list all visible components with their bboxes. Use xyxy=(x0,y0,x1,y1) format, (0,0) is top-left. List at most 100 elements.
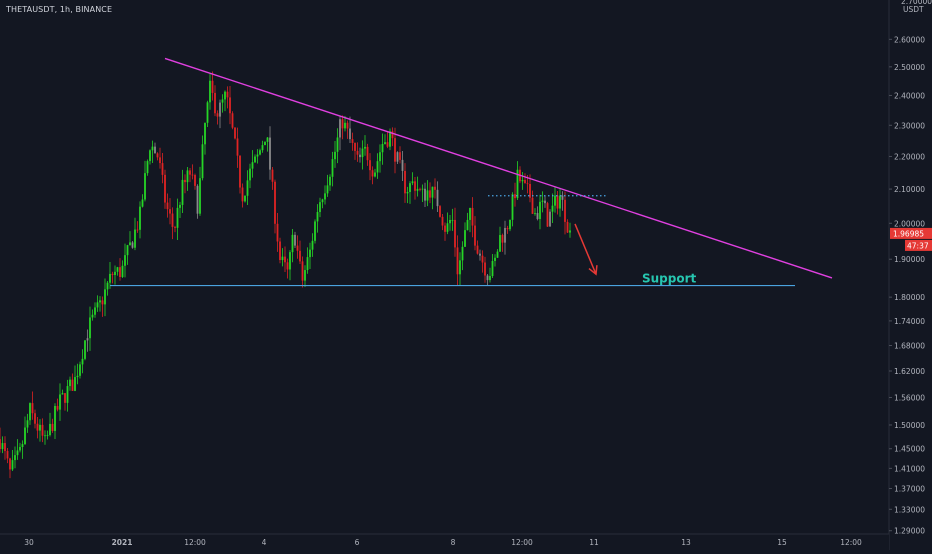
candle-body xyxy=(506,227,509,230)
candle xyxy=(394,127,396,174)
candle-body xyxy=(231,113,234,128)
candle xyxy=(306,247,309,274)
candle xyxy=(194,173,196,190)
candle xyxy=(399,146,401,164)
candle xyxy=(201,135,204,181)
candle-body xyxy=(159,157,161,164)
candle xyxy=(34,409,36,429)
candle xyxy=(159,147,161,169)
candle xyxy=(229,86,231,125)
candle xyxy=(514,182,516,207)
candle xyxy=(546,201,549,227)
candle-body xyxy=(149,150,151,162)
candle xyxy=(479,249,481,261)
candle-body xyxy=(74,377,76,391)
candle-body xyxy=(214,92,216,114)
candle-body xyxy=(186,170,189,183)
candle xyxy=(354,142,356,160)
candle xyxy=(359,147,361,163)
candle-body xyxy=(156,153,159,158)
candle-body xyxy=(491,260,494,277)
candle-body xyxy=(416,188,419,191)
candle xyxy=(439,205,441,218)
candle-body xyxy=(546,203,549,227)
candle-body xyxy=(41,424,44,436)
candle-body xyxy=(141,199,144,207)
candle xyxy=(56,398,59,412)
candle xyxy=(374,168,376,178)
candle-body xyxy=(116,267,119,272)
candle-body xyxy=(61,393,64,395)
candle xyxy=(209,73,211,110)
candle xyxy=(94,302,96,318)
candle xyxy=(91,309,94,321)
candle xyxy=(496,249,499,258)
candle-body xyxy=(144,173,146,200)
time-tick-label: 30 xyxy=(24,538,34,547)
candle xyxy=(124,243,126,278)
candle-body xyxy=(221,99,224,103)
candle-body xyxy=(341,119,344,129)
candle-body xyxy=(351,139,354,143)
candle-body xyxy=(196,185,199,214)
price-tick-label: 1.62000 xyxy=(894,367,925,376)
candle xyxy=(521,171,524,190)
candle-body xyxy=(456,247,459,275)
candle-body xyxy=(559,195,561,209)
candle-body xyxy=(146,161,149,174)
candle-body xyxy=(109,273,111,283)
candle xyxy=(176,198,179,240)
candle-body xyxy=(364,146,366,149)
candle xyxy=(14,446,16,469)
candle-body xyxy=(404,170,406,194)
candle xyxy=(444,222,446,241)
candle-body xyxy=(359,154,361,158)
drawing-layer[interactable]: Support xyxy=(110,57,833,287)
candle xyxy=(106,281,109,296)
candle-body xyxy=(294,234,296,246)
candle-body xyxy=(136,229,139,231)
candle xyxy=(246,170,249,206)
candle xyxy=(69,376,71,391)
candle-body xyxy=(434,186,436,190)
candle xyxy=(486,274,489,286)
candle-body xyxy=(466,219,469,231)
candle xyxy=(329,174,331,191)
candle-body xyxy=(34,413,36,424)
price-axis[interactable]: 2.60000 2.50000 2.40000 2.30000 2.20000 2.100… xyxy=(888,0,932,550)
candle-body xyxy=(36,423,39,431)
candle-body xyxy=(371,170,374,177)
candle-body xyxy=(291,234,294,253)
candle-body xyxy=(444,225,446,232)
candle-body xyxy=(469,207,471,220)
candle-body xyxy=(386,142,389,147)
candle xyxy=(171,207,174,240)
candle-body xyxy=(331,159,334,177)
candle-body xyxy=(184,179,186,183)
price-tick-label: 1.45000 xyxy=(894,445,925,454)
candle xyxy=(0,427,1,453)
down-arrow-icon[interactable] xyxy=(574,223,597,275)
candle xyxy=(104,278,106,317)
descending-trendline[interactable] xyxy=(164,57,833,279)
candle-body xyxy=(126,245,129,256)
candle-body xyxy=(76,375,79,378)
candle xyxy=(39,419,41,442)
candle-body xyxy=(134,229,136,248)
candle-body xyxy=(374,172,376,177)
candle-body xyxy=(334,151,336,160)
price-tick-label: 1.74000 xyxy=(894,317,925,326)
candle-body xyxy=(11,460,14,470)
price-tick-label: 2.20000 xyxy=(894,152,925,161)
candle xyxy=(301,256,304,288)
price-tick-label: 1.80000 xyxy=(894,293,925,302)
candle-body xyxy=(264,141,266,146)
candle xyxy=(339,115,341,151)
time-axis[interactable]: 30 2021 12:00 4 6 8 12:00 11 13 15 12:00 xyxy=(0,533,889,550)
candle xyxy=(554,186,556,213)
candle-body xyxy=(419,188,421,190)
candle xyxy=(494,254,496,267)
candle xyxy=(421,184,424,202)
